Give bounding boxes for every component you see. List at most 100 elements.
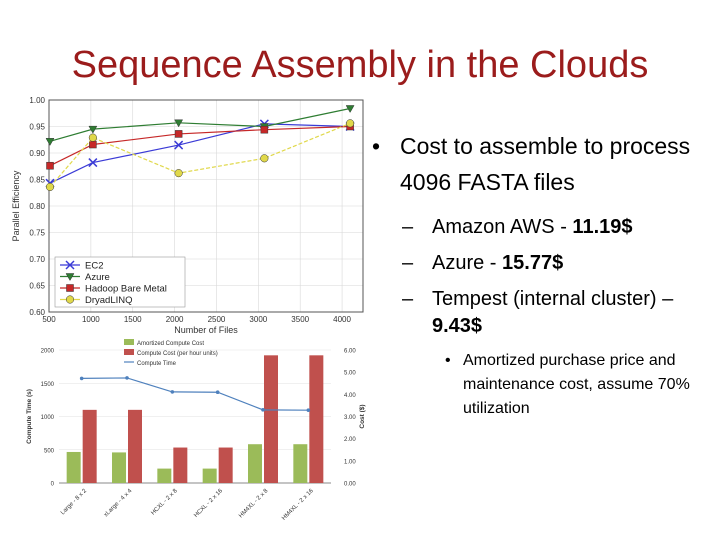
data-point <box>46 161 54 170</box>
data-point-ec2 <box>65 260 75 270</box>
bar-amortized-cost <box>248 444 262 483</box>
sub-bullet-value: 11.19$ <box>572 216 633 238</box>
x-tick-label: 2500 <box>208 315 226 324</box>
plot-frame <box>48 99 364 313</box>
y-tick-label-right: 4.00 <box>344 393 356 399</box>
sub-bullet-value: 9.43$ <box>432 315 483 337</box>
bar-amortized-cost <box>293 444 308 483</box>
data-point <box>65 295 75 304</box>
data-point <box>45 138 55 146</box>
y-tick-label: 0.90 <box>29 149 45 158</box>
y-tick-label-left: 500 <box>44 448 55 454</box>
data-point-ec2 <box>174 140 184 150</box>
compute-time-point <box>306 408 311 412</box>
data-point <box>260 154 269 163</box>
bullet-icon: • <box>445 352 451 369</box>
x-tick-label: 1500 <box>124 315 142 324</box>
legend-label: Compute Cost (per hour units) <box>137 351 218 357</box>
parallel-efficiency-chart: 0.60 0.65 0.70 0.75 0.80 0.85 0.90 0.95 1.00 500 1… <box>11 96 364 335</box>
data-point <box>260 125 269 134</box>
bullet-list: • Cost to assemble to process 4096 FASTA… <box>372 128 712 421</box>
compute-time-point <box>215 390 220 395</box>
sub-sub-bullet: • Amortized purchase price and maintenan… <box>372 349 712 421</box>
data-point <box>45 182 55 191</box>
data-point <box>88 125 98 134</box>
bullet-icon: • <box>372 133 381 159</box>
data-point <box>345 105 355 113</box>
x-tick-label: 4000 <box>333 315 351 324</box>
legend-swatch <box>124 339 134 345</box>
y-tick-label-right: 2.00 <box>344 437 356 443</box>
y-tick-label-left: 2000 <box>41 349 55 355</box>
dash-icon: – <box>402 216 414 238</box>
legend-label: DryadLINQ <box>85 295 133 306</box>
y-tick-label-left: 1500 <box>41 382 55 388</box>
x-tick-label: 500 <box>42 315 56 324</box>
legend-label: Azure <box>85 272 110 283</box>
x-tick-label: 3500 <box>291 315 309 324</box>
data-point <box>174 119 184 128</box>
compute-time-point <box>261 408 265 412</box>
dash-icon: – <box>402 288 414 310</box>
data-point <box>89 140 97 149</box>
y-tick-label-right: 0.00 <box>344 482 356 488</box>
bar-compute-cost <box>218 447 233 483</box>
data-point <box>65 273 75 282</box>
y-tick-label: 0.65 <box>29 282 45 291</box>
compute-time-point <box>125 376 129 380</box>
y-tick-label: 0.80 <box>29 202 45 211</box>
bullet-main: • Cost to assemble to process 4096 FASTA… <box>372 128 712 200</box>
bar-amortized-cost <box>66 451 81 483</box>
y-axis-label-left: Compute Time (s) <box>26 389 33 444</box>
y-tick-label: 0.85 <box>29 176 45 185</box>
compute-time-point <box>170 390 175 394</box>
sub-bullet-prefix: Tempest (internal cluster) – <box>432 288 674 310</box>
y-tick-label-right: 1.00 <box>344 459 356 465</box>
y-axis-label: Parallel Efficiency <box>11 170 21 241</box>
x-tick-label: 2000 <box>166 315 184 324</box>
data-point <box>88 133 97 142</box>
y-axis-label-right: Cost ($) <box>359 404 366 428</box>
data-point <box>66 284 74 292</box>
legend-label: Amortized Compute Cost <box>137 341 204 347</box>
y-tick-label: 0.70 <box>29 255 45 264</box>
sub-bullet-azure: – Azure - 15.77$ <box>372 250 712 277</box>
compute-time-point <box>79 376 84 381</box>
sub-bullet-prefix: Azure - <box>432 252 503 274</box>
bar-compute-cost <box>173 447 188 483</box>
bar-amortized-cost <box>157 468 172 483</box>
dash-icon: – <box>402 252 414 274</box>
slide-title: Sequence Assembly in the Clouds <box>71 44 649 86</box>
y-tick-label: 0.95 <box>29 123 45 132</box>
data-point <box>174 130 183 138</box>
data-point <box>346 119 355 128</box>
data-point <box>174 169 183 178</box>
sub-sub-bullet-text: Amortized purchase price and maintenance… <box>463 352 690 417</box>
bar-amortized-cost <box>202 468 217 483</box>
cost-time-chart: 0 500 1000 1500 2000 0.00 1.00 2.00 3.00 4.00 5.00… <box>26 339 366 522</box>
legend-label: EC2 <box>85 261 103 272</box>
y-tick-label-right: 5.00 <box>344 371 356 377</box>
sub-bullet-value: 15.77$ <box>502 252 564 274</box>
y-tick-label: 1.00 <box>29 96 45 105</box>
bar-compute-cost <box>309 355 324 483</box>
bar-compute-cost <box>82 409 97 483</box>
x-tick-label: HM4XL - 2 x 16 <box>281 488 315 522</box>
y-tick-label-left: 0 <box>51 482 55 488</box>
sub-bullet-aws: – Amazon AWS - 11.19$ <box>372 214 712 241</box>
bar-compute-cost <box>264 355 278 483</box>
y-tick-label: 0.60 <box>29 308 45 317</box>
x-tick-label: HCXL - 2 x 8 <box>150 488 179 517</box>
y-tick-label: 0.75 <box>29 229 45 238</box>
x-tick-label: 1000 <box>82 315 100 324</box>
legend-label: Compute Time <box>137 361 177 367</box>
y-tick-label-left: 1000 <box>41 415 55 421</box>
bullet-main-text: Cost to assemble to process 4096 FASTA f… <box>400 133 691 195</box>
x-tick-label: HM4XL - 2 x 8 <box>238 488 270 520</box>
bar-amortized-cost <box>112 452 126 483</box>
x-tick-label: 3000 <box>249 315 267 324</box>
sub-bullet-tempest: – Tempest (internal cluster) – 9.43$ <box>372 286 712 340</box>
legend-label: Hadoop Bare Metal <box>85 284 167 295</box>
sub-bullet-prefix: Amazon AWS - <box>432 216 573 238</box>
legend-swatch <box>124 349 134 355</box>
